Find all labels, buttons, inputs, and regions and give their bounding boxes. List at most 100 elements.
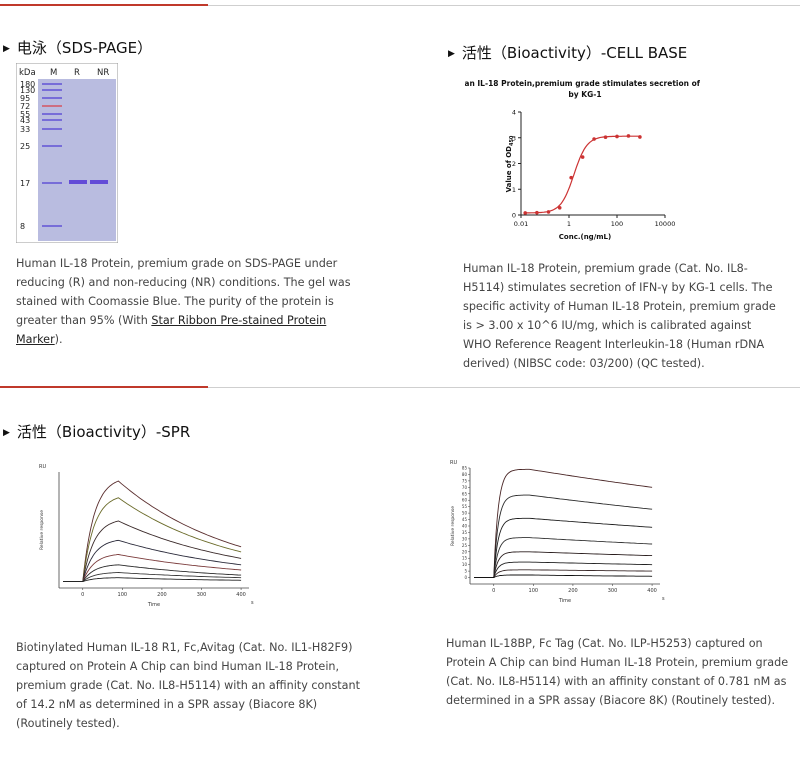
spr-chart-il18r1: RU s Relative response Time 0 100 200 300 400	[39, 464, 254, 608]
marker-label: 180	[20, 80, 35, 89]
y-tick-label: 80	[462, 472, 468, 477]
sensorgram-c7	[63, 572, 242, 583]
y-tick-label: 50	[462, 511, 468, 516]
x-tick-label: 0.01	[514, 220, 528, 228]
y-tick-label: 0	[464, 575, 467, 580]
marker-label: 72	[20, 102, 30, 111]
y-tick-label: 2	[512, 160, 516, 168]
fit-curve	[525, 135, 640, 214]
marker-label: 130	[20, 86, 35, 95]
sensorgram-c3	[63, 520, 242, 583]
marker-label: 95	[20, 94, 30, 103]
x-axis-label: Time	[147, 602, 160, 608]
spr-caption-right: Human IL-18BP, Fc Tag (Cat. No. ILP-H525…	[446, 637, 789, 707]
x-tick-label: 0	[492, 588, 495, 594]
spr-title-text: 活性（Bioactivity）-SPR	[16, 423, 191, 441]
x-tick-label: 1	[567, 220, 571, 228]
bullet-icon: ▶	[3, 428, 10, 438]
lane-label-nonreducing: NR	[97, 68, 109, 78]
y-tick-label: 30	[462, 536, 468, 541]
x-tick-label: 400	[647, 588, 657, 594]
sensorgram-c2	[63, 497, 242, 583]
spr-title: ▶ 活性（Bioactivity）-SPR	[3, 421, 190, 442]
marker-label: 43	[20, 116, 30, 125]
data-point	[535, 210, 539, 215]
bullet-icon: ▶	[3, 44, 10, 54]
x-unit-label: s	[251, 600, 254, 606]
sds-page-title-text: 电泳（SDS-PAGE）	[16, 39, 153, 57]
cell-base-caption: Human IL-18 Protein, premium grade (Cat.…	[463, 262, 776, 370]
x-unit-label: s	[662, 596, 665, 602]
y-tick-label: 45	[462, 517, 468, 522]
chart-title-line2: by KG-1	[568, 90, 601, 99]
x-tick-label: 100	[529, 588, 539, 594]
y-tick-label: 10	[462, 562, 468, 567]
marker-band	[42, 182, 62, 184]
marker-band	[42, 83, 62, 85]
marker-band	[42, 128, 62, 130]
marker-label: 8	[20, 222, 25, 231]
y-unit-label: RU	[39, 464, 46, 470]
data-point	[546, 210, 551, 214]
sensorgram-c6	[63, 564, 242, 583]
x-tick-label: 100	[118, 592, 128, 598]
sensorgram-c7	[474, 569, 653, 579]
marker-band	[42, 105, 62, 107]
band-reducing	[69, 180, 87, 184]
middle-divider	[0, 386, 800, 388]
y-tick-label: 35	[462, 530, 468, 535]
sds-page-title: ▶ 电泳（SDS-PAGE）	[3, 37, 152, 58]
y-tick-label: 65	[462, 491, 468, 496]
marker-band	[42, 119, 62, 121]
star-ribbon-marker-link[interactable]: Star Ribbon Pre-stained Protein Marker	[16, 314, 327, 346]
marker-label: 17	[20, 179, 30, 188]
marker-band	[42, 225, 62, 227]
y-tick-label: 55	[462, 504, 468, 509]
chart-y-label: Value of OD450	[505, 135, 515, 192]
x-tick-label: 10000	[655, 220, 676, 228]
data-point	[523, 211, 528, 215]
data-point	[557, 205, 562, 210]
sds-caption-text: Human IL-18 Protein, premium grade on SD…	[16, 257, 351, 327]
y-tick-label: 3	[512, 134, 516, 142]
sensorgram-c1	[474, 468, 653, 579]
sensorgram-c8	[474, 574, 653, 579]
y-tick-label: 20	[462, 549, 468, 554]
x-tick-label: 100	[611, 220, 623, 228]
sds-page-caption: Human IL-18 Protein, premium grade on SD…	[16, 254, 361, 349]
x-tick-label: 0	[81, 592, 84, 598]
data-point	[603, 135, 608, 140]
sensorgram-c6	[474, 561, 653, 579]
y-tick-label: 4	[512, 109, 516, 117]
chart-title-line1: Human IL-18 Protein,premium grade stimul…	[465, 79, 700, 88]
data-point	[569, 175, 573, 180]
marker-band	[42, 145, 62, 147]
data-point	[580, 155, 585, 159]
marker-label: 55	[20, 110, 30, 119]
y-tick-label: 40	[462, 524, 468, 529]
x-tick-label: 200	[157, 592, 167, 598]
y-tick-label: 0	[512, 212, 516, 220]
spr-caption-left: Biotinylated Human IL-18 R1, Fc,Avitag (…	[16, 641, 360, 730]
marker-band	[42, 97, 62, 99]
y-tick-label: 75	[462, 478, 468, 483]
lane-label-marker: M	[50, 68, 57, 78]
sensorgram-c3	[474, 517, 653, 579]
sensorgram-c4	[474, 537, 653, 579]
y-tick-label: 70	[462, 485, 468, 490]
chart-x-label: Conc.(ng/mL)	[559, 233, 611, 241]
data-point	[592, 137, 596, 141]
cell-bioactivity-chart: Human IL-18 Protein,premium grade stimul…	[465, 79, 700, 241]
marker-label: 33	[20, 125, 30, 134]
y-axis-label: Relative response	[39, 510, 45, 550]
cell-base-title-text: 活性（Bioactivity）-CELL BASE	[461, 44, 688, 62]
lane-label-kda: kDa	[19, 68, 36, 78]
y-tick-label: 5	[464, 569, 467, 574]
sensorgram-c5	[63, 554, 242, 583]
y-tick-label: 85	[462, 466, 468, 471]
y-tick-label: 25	[462, 543, 468, 548]
x-tick-label: 400	[236, 592, 246, 598]
